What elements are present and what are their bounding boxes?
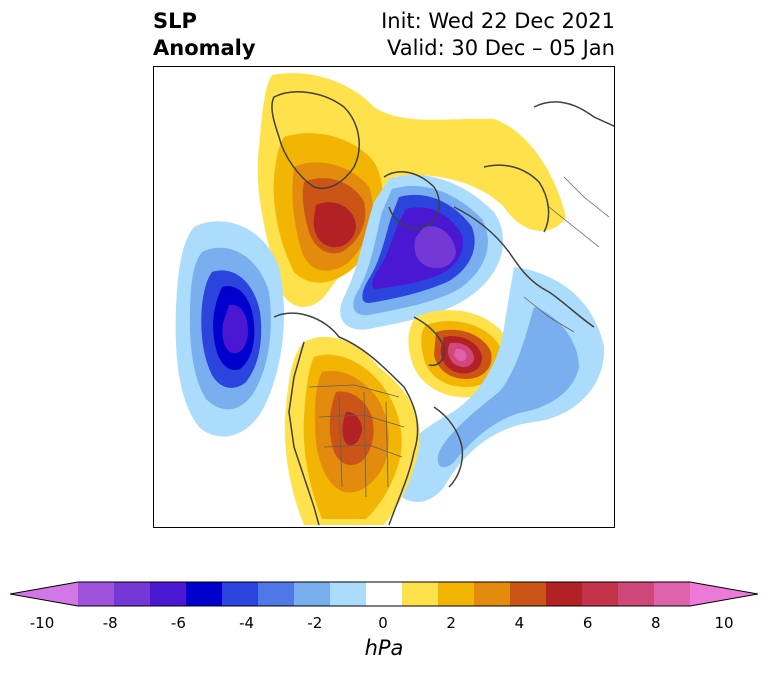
political-borders bbox=[308, 176, 610, 498]
colorbar bbox=[10, 581, 758, 607]
valid-range: Valid: 30 Dec – 05 Jan bbox=[386, 36, 615, 60]
colorbar-segment bbox=[10, 582, 78, 606]
colorbar-segment bbox=[654, 582, 691, 606]
colorbar-units: hPa bbox=[364, 636, 404, 660]
colorbar-tick-label: 4 bbox=[514, 614, 525, 632]
colorbar-segment bbox=[438, 582, 475, 606]
colorbar-segment bbox=[402, 582, 439, 606]
title-line-variable: SLP bbox=[153, 9, 197, 33]
colorbar-tick-label: -8 bbox=[102, 614, 118, 632]
forecast-dates: Init: Wed 22 Dec 2021 Valid: 30 Dec – 05… bbox=[381, 8, 615, 62]
negative-anomaly-arctic bbox=[340, 174, 504, 330]
colorbar-tick-label: 10 bbox=[714, 614, 734, 632]
colorbar-segment bbox=[222, 582, 259, 606]
colorbar-segment bbox=[78, 582, 115, 606]
colorbar-segment bbox=[618, 582, 655, 606]
colorbar-tick-label: -6 bbox=[170, 614, 186, 632]
colorbar-segment bbox=[366, 582, 403, 606]
coastlines bbox=[271, 91, 614, 526]
anomaly-map bbox=[153, 66, 615, 528]
init-date: Init: Wed 22 Dec 2021 bbox=[381, 9, 615, 33]
colorbar-tick-label: 8 bbox=[651, 614, 661, 632]
colorbar-segment bbox=[258, 582, 295, 606]
colorbar-segments bbox=[10, 582, 758, 606]
colorbar-segment bbox=[582, 582, 619, 606]
colorbar-tick-label: 0 bbox=[378, 614, 388, 632]
colorbar-segment bbox=[330, 582, 367, 606]
colorbar-segment bbox=[114, 582, 151, 606]
colorbar-tick-label: -2 bbox=[307, 614, 323, 632]
colorbar-segment bbox=[150, 582, 187, 606]
anomaly-map-svg bbox=[175, 73, 614, 526]
colorbar-tick-label: 6 bbox=[582, 614, 593, 632]
colorbar-tick-label: 2 bbox=[446, 614, 456, 632]
colorbar-segment bbox=[690, 582, 758, 606]
colorbar-segment bbox=[294, 582, 331, 606]
colorbar-segment bbox=[546, 582, 583, 606]
colorbar-segment bbox=[474, 582, 511, 606]
colorbar-segment bbox=[510, 582, 547, 606]
colorbar-outline bbox=[10, 581, 758, 607]
colorbar-segment bbox=[186, 582, 223, 606]
positive-anomaly-north-america bbox=[284, 336, 420, 525]
positive-anomaly-greenland bbox=[257, 73, 566, 307]
colorbar-tick-label: -4 bbox=[239, 614, 255, 632]
negative-anomaly-western-atlantic bbox=[392, 267, 605, 502]
map-title: SLP Anomaly bbox=[153, 8, 256, 62]
negative-anomaly-pacific bbox=[175, 221, 284, 437]
title-line-field: Anomaly bbox=[153, 36, 256, 60]
colorbar-tick-label: -10 bbox=[29, 614, 55, 632]
